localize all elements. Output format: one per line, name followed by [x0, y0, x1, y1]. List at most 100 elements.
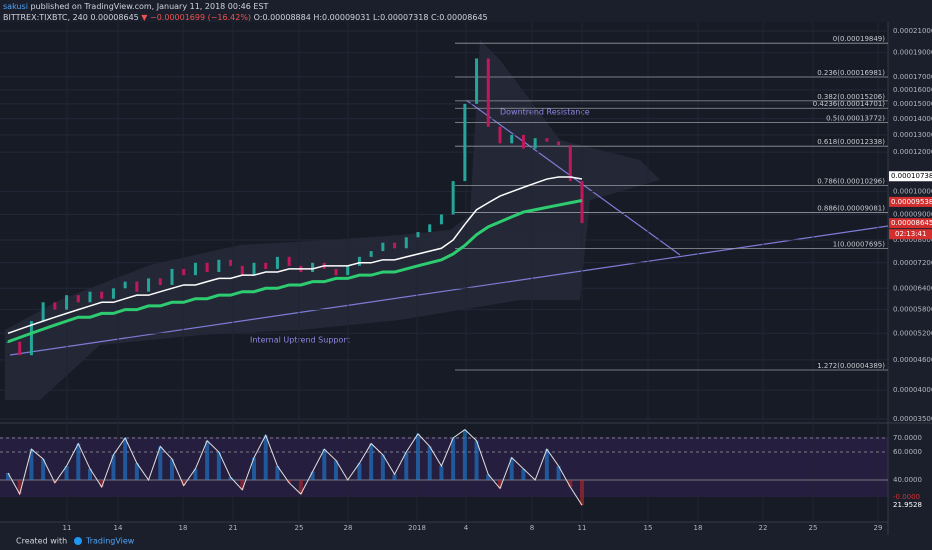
osc-hist	[134, 463, 139, 480]
osc-hist	[556, 466, 561, 480]
bar	[311, 262, 315, 273]
osc-hist	[287, 480, 292, 483]
bar	[135, 281, 139, 292]
osc-hist	[228, 477, 233, 480]
time-label: 25	[809, 524, 818, 532]
footer-created: Created with	[16, 537, 67, 546]
time-label: 15	[644, 524, 653, 532]
bar	[521, 134, 525, 149]
time-label: 25	[295, 524, 304, 532]
bar	[158, 278, 162, 285]
change: ▼ −0.00001699 (−16.42%)	[141, 13, 251, 22]
bar	[416, 232, 420, 238]
bar	[252, 262, 256, 276]
osc-hist	[99, 480, 104, 487]
time-label: 8	[530, 524, 534, 532]
price-tag-label: 0.00010738	[891, 172, 932, 180]
osc-hist	[486, 474, 491, 480]
fib-label: 0.786(0.00010296)	[817, 177, 885, 185]
author-name[interactable]: sakusi	[3, 2, 28, 11]
osc-hist	[509, 457, 514, 480]
price-label: 0.00008000	[893, 236, 932, 244]
price-label: 0.00006400	[893, 284, 932, 292]
main-pane	[0, 22, 888, 422]
symbol-line: BITTREX:TIXBTC, 240 0.00008645 ▼ −0.0000…	[3, 13, 488, 22]
bar	[498, 126, 502, 144]
price-label: 0.00019000	[893, 49, 932, 57]
osc-hist	[322, 449, 327, 480]
osc-hist	[170, 459, 174, 480]
ohlc: O:0.00008884 H:0.00009031 L:0.00007318 C…	[254, 13, 488, 22]
bar	[29, 321, 33, 356]
bar	[533, 138, 537, 149]
bar	[18, 341, 22, 356]
time-label: 18	[694, 524, 703, 532]
annotation: Internal Uptrend Support	[250, 336, 350, 345]
bar	[451, 181, 455, 215]
bar	[53, 302, 57, 310]
time-label: 18	[179, 524, 188, 532]
osc-hist	[216, 452, 221, 480]
osc-hist	[64, 466, 69, 480]
bar	[217, 259, 221, 273]
price-label: 0.00004600	[893, 356, 932, 364]
fib-label: 0.886(0.00009081)	[817, 205, 885, 213]
bar	[111, 288, 115, 299]
bar	[486, 58, 490, 127]
time-label: 14	[114, 524, 123, 532]
osc-hist	[41, 459, 46, 480]
time-label: 4	[464, 524, 469, 532]
osc-hist	[392, 474, 397, 480]
published: published on TradingView.com, January 11…	[30, 2, 268, 11]
fib-label: 1(0.00007695)	[833, 240, 885, 248]
moving-average	[7, 199, 583, 344]
symbol: BITTREX:TIXBTC, 240	[3, 13, 88, 22]
bar	[393, 242, 397, 249]
osc-hist	[123, 438, 128, 480]
bar	[193, 262, 197, 276]
bar	[76, 295, 80, 303]
price-label: 0.00015000	[893, 100, 932, 108]
bar	[568, 145, 572, 182]
osc-hist	[263, 435, 268, 480]
osc-hist	[568, 480, 573, 487]
osc-hist	[298, 480, 303, 494]
osc-hist	[462, 429, 467, 480]
bar	[287, 256, 291, 266]
bar	[463, 103, 467, 182]
osc-label: 60.0000	[893, 448, 922, 456]
fib-label: 0.618(0.00012338)	[817, 138, 885, 146]
fib-label: 0.4236(0.00014701)	[813, 100, 886, 108]
time-label: 28	[344, 524, 353, 532]
bar	[381, 242, 385, 252]
osc-hist	[181, 480, 186, 486]
osc-line	[7, 428, 583, 506]
price-label: 0.00016000	[893, 86, 932, 94]
osc-hist	[252, 457, 256, 480]
osc-hist	[498, 480, 502, 489]
price-label: 0.00012000	[893, 148, 932, 156]
osc-hist	[427, 446, 432, 480]
bar	[404, 237, 408, 249]
price-label: 0.00009000	[893, 210, 932, 218]
footer-brand[interactable]: TradingView	[85, 537, 135, 546]
osc-hist	[474, 440, 479, 480]
countdown-bg	[889, 229, 932, 240]
osc-hist	[275, 466, 280, 480]
bar	[41, 302, 45, 322]
time-label: 11	[578, 524, 587, 532]
author: sakusi published on TradingView.com, Jan…	[3, 2, 269, 11]
osc-hist	[310, 471, 315, 480]
price-label: 0.00017000	[893, 73, 932, 81]
bar	[357, 256, 361, 266]
osc-hist	[439, 466, 444, 480]
bar	[580, 181, 584, 224]
price-label: 0.00013000	[893, 131, 932, 139]
fib-label: 0.382(0.00015206)	[817, 93, 885, 101]
osc-tag: 21.9528	[893, 501, 922, 509]
osc-hist	[544, 449, 549, 480]
bar	[6, 341, 10, 343]
bar	[65, 295, 69, 310]
fib-label: 0.5(0.00013772)	[826, 114, 885, 122]
bar	[439, 214, 443, 225]
